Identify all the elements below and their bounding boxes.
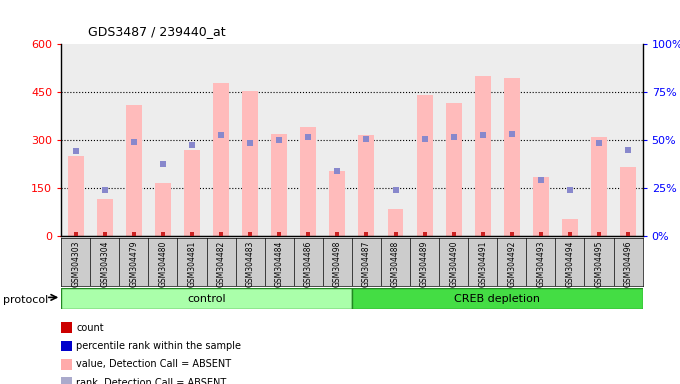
Text: GSM304480: GSM304480	[158, 240, 167, 287]
Bar	[620, 167, 636, 236]
Text: GSM304494: GSM304494	[566, 240, 575, 287]
Text: percentile rank within the sample: percentile rank within the sample	[76, 341, 241, 351]
Bar	[177, 44, 207, 236]
Bar	[68, 156, 84, 236]
Text: GSM304498: GSM304498	[333, 240, 342, 287]
Text: rank, Detection Call = ABSENT: rank, Detection Call = ABSENT	[76, 378, 226, 384]
Bar	[533, 177, 549, 236]
Text: GSM304303: GSM304303	[71, 240, 80, 287]
Bar	[381, 44, 410, 236]
FancyBboxPatch shape	[61, 288, 352, 309]
Bar	[562, 218, 578, 236]
Bar	[585, 44, 613, 236]
Text: GSM304486: GSM304486	[304, 240, 313, 287]
Bar	[126, 105, 142, 236]
Text: GSM304483: GSM304483	[245, 240, 254, 287]
Bar	[265, 44, 294, 236]
Bar	[504, 78, 520, 236]
Text: GSM304479: GSM304479	[129, 240, 138, 287]
Text: value, Detection Call = ABSENT: value, Detection Call = ABSENT	[76, 359, 231, 369]
Text: GSM304490: GSM304490	[449, 240, 458, 287]
Bar	[410, 44, 439, 236]
Bar	[61, 44, 90, 236]
Text: GSM304491: GSM304491	[478, 240, 487, 287]
Bar	[148, 44, 177, 236]
Text: GSM304492: GSM304492	[507, 240, 516, 287]
Bar	[97, 199, 113, 236]
Bar	[242, 91, 258, 236]
Bar	[439, 44, 468, 236]
Text: GSM304482: GSM304482	[217, 240, 226, 287]
Text: GSM304304: GSM304304	[101, 240, 109, 287]
Text: protocol: protocol	[3, 295, 49, 305]
Text: GSM304489: GSM304489	[420, 240, 429, 287]
Text: GSM304487: GSM304487	[362, 240, 371, 287]
Bar	[184, 150, 200, 236]
Bar	[497, 44, 526, 236]
Text: control: control	[187, 293, 226, 304]
Text: GSM304496: GSM304496	[624, 240, 632, 287]
Text: GSM304493: GSM304493	[537, 240, 545, 287]
Bar	[294, 44, 323, 236]
Text: GSM304495: GSM304495	[594, 240, 603, 287]
Bar	[417, 95, 432, 236]
Bar	[207, 44, 235, 236]
Text: GDS3487 / 239440_at: GDS3487 / 239440_at	[88, 25, 226, 38]
Bar	[323, 44, 352, 236]
Bar	[526, 44, 556, 236]
Bar	[468, 44, 497, 236]
Bar	[445, 103, 462, 236]
Bar	[120, 44, 148, 236]
Bar	[591, 137, 607, 236]
Bar	[556, 44, 585, 236]
Bar	[213, 83, 229, 236]
Bar	[155, 184, 171, 236]
Bar	[271, 134, 287, 236]
Text: CREB depletion: CREB depletion	[454, 293, 540, 304]
Bar	[358, 135, 375, 236]
Text: GSM304488: GSM304488	[391, 240, 400, 287]
Text: GSM304481: GSM304481	[188, 240, 197, 287]
Bar	[352, 44, 381, 236]
Text: GSM304484: GSM304484	[275, 240, 284, 287]
Bar	[613, 44, 643, 236]
Bar	[301, 127, 316, 236]
Text: count: count	[76, 323, 104, 333]
Bar	[329, 170, 345, 236]
Bar	[475, 76, 491, 236]
Bar	[235, 44, 265, 236]
FancyBboxPatch shape	[352, 288, 643, 309]
Bar	[388, 209, 403, 236]
Bar	[90, 44, 120, 236]
